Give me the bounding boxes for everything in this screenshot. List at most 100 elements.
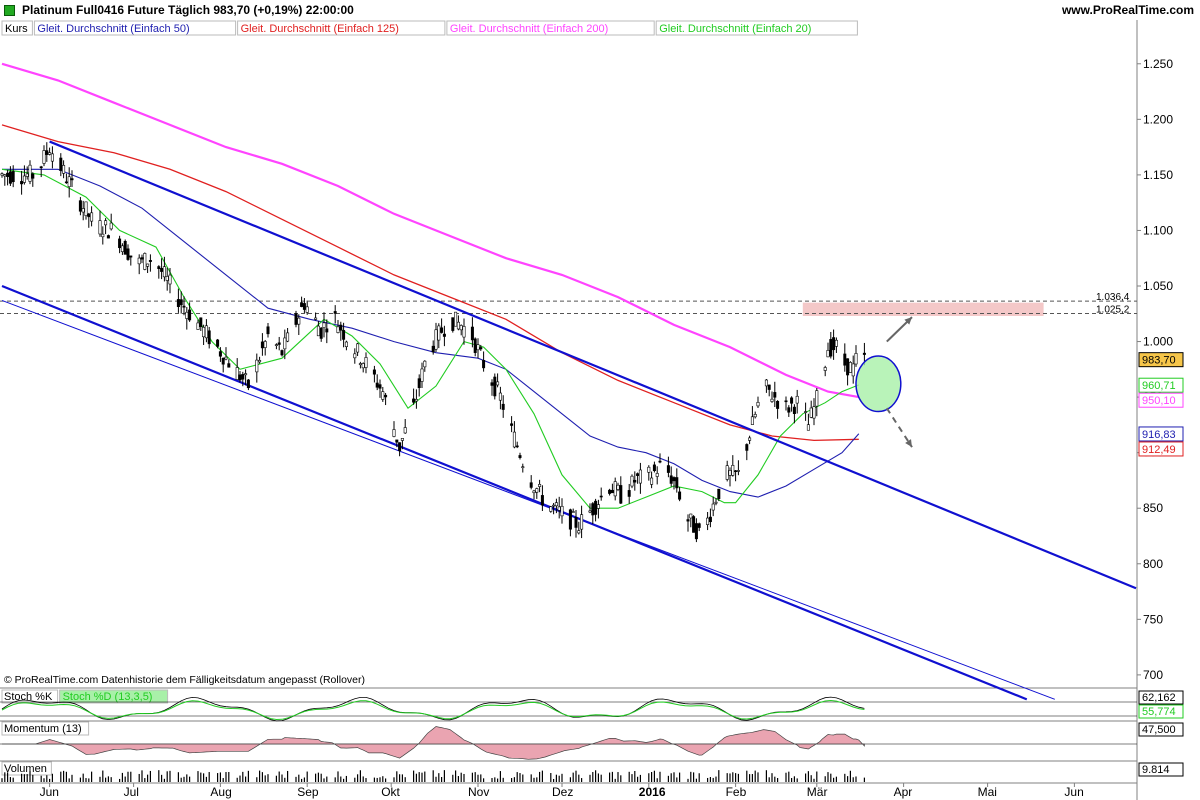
candle-body bbox=[182, 305, 186, 308]
legend-item[interactable] bbox=[237, 20, 446, 36]
candle-body bbox=[731, 465, 735, 476]
subpanel-value-box bbox=[1138, 690, 1184, 705]
candle-body bbox=[557, 506, 561, 511]
candle-body bbox=[280, 350, 284, 356]
candle-body bbox=[297, 317, 301, 325]
candle-body bbox=[476, 344, 480, 351]
legend-item[interactable] bbox=[446, 20, 655, 36]
candle-body bbox=[812, 406, 816, 419]
candle-body bbox=[518, 455, 522, 458]
candle-body bbox=[238, 374, 242, 381]
candle-body bbox=[442, 333, 446, 337]
last-value-label: 960,71 bbox=[1142, 380, 1176, 392]
candle-body bbox=[431, 345, 435, 353]
candle-body bbox=[451, 317, 455, 331]
x-tick-label: Dez bbox=[552, 785, 573, 799]
candle-body bbox=[854, 353, 858, 365]
y-tick-label: 1.050 bbox=[1143, 279, 1173, 293]
subpanel-value: 47,500 bbox=[1142, 724, 1176, 736]
candle-body bbox=[196, 322, 200, 330]
momentum-area bbox=[2, 726, 865, 760]
legend-item[interactable] bbox=[655, 20, 858, 36]
subpanel-value-box bbox=[1138, 722, 1184, 737]
candle-body bbox=[459, 325, 463, 331]
arrow-down-head bbox=[905, 439, 912, 448]
candle-body bbox=[560, 505, 564, 517]
candle-body bbox=[3, 174, 7, 177]
candle-body bbox=[538, 484, 542, 487]
price-chart[interactable]: 7007508008509009501.0001.0501.1001.1501.… bbox=[0, 20, 1200, 800]
candle-body bbox=[353, 353, 357, 359]
candle-body bbox=[50, 153, 54, 162]
x-tick-label: Okt bbox=[381, 785, 400, 799]
legend-item[interactable] bbox=[33, 20, 237, 36]
candle-body bbox=[627, 490, 631, 497]
candle-body bbox=[378, 384, 382, 389]
arrow-up-head bbox=[904, 317, 912, 325]
candle-body bbox=[848, 362, 852, 373]
candle-body bbox=[616, 484, 620, 490]
candle-body bbox=[283, 337, 287, 350]
candle-body bbox=[580, 514, 584, 530]
candle-body bbox=[300, 302, 304, 307]
candle-body bbox=[162, 266, 166, 278]
last-value-label: 983,70 bbox=[1142, 355, 1176, 367]
x-tick-label: Apr bbox=[894, 785, 913, 799]
level-label: 1.025,2 bbox=[1096, 305, 1130, 316]
candle-body bbox=[734, 470, 738, 472]
candle-body bbox=[456, 321, 460, 330]
candle-body bbox=[482, 359, 486, 369]
candle-body bbox=[498, 392, 502, 401]
instrument-title: Platinum Full0416 Future Täglich 983,70 … bbox=[22, 3, 354, 17]
x-tick-label: Feb bbox=[726, 785, 747, 799]
candle-body bbox=[395, 439, 399, 443]
subpanel-label: Volumen bbox=[4, 763, 47, 775]
candle-body bbox=[764, 379, 768, 387]
x-tick-label: Jun bbox=[40, 785, 59, 799]
candle-body bbox=[185, 311, 189, 319]
candle-body bbox=[302, 303, 306, 310]
candle-body bbox=[286, 332, 290, 342]
candle-body bbox=[728, 470, 732, 476]
candle-body bbox=[608, 489, 612, 494]
candle-body bbox=[319, 327, 323, 339]
candle-body bbox=[207, 330, 211, 345]
last-value-box bbox=[1138, 426, 1184, 442]
candle-body bbox=[59, 157, 63, 171]
candle-body bbox=[510, 423, 514, 426]
candle-body bbox=[479, 347, 483, 350]
y-tick-label: 1.000 bbox=[1143, 335, 1173, 349]
brand-link[interactable]: www.ProRealTime.com bbox=[1061, 3, 1194, 17]
candle-body bbox=[594, 500, 598, 515]
candle-body bbox=[98, 220, 102, 235]
subpanel-value: 62,162 bbox=[1142, 692, 1176, 704]
candle-body bbox=[258, 360, 262, 363]
candle-body bbox=[708, 516, 712, 523]
candle-body bbox=[630, 475, 634, 487]
y-tick-label: 800 bbox=[1143, 557, 1163, 571]
legend-label: Gleit. Durchschnitt (Einfach 125) bbox=[241, 23, 399, 35]
candle-body bbox=[403, 427, 407, 434]
candle-body bbox=[647, 466, 651, 473]
candle-body bbox=[342, 330, 346, 340]
legend-item[interactable] bbox=[1, 20, 33, 36]
candle-body bbox=[843, 353, 847, 366]
candle-body bbox=[512, 431, 516, 448]
candle-body bbox=[120, 245, 124, 252]
candle-body bbox=[398, 442, 402, 452]
stoch-d-line bbox=[1, 699, 865, 721]
candle-body bbox=[574, 517, 578, 528]
candle-body bbox=[235, 367, 239, 380]
candle-body bbox=[862, 352, 866, 355]
x-tick-label: Sep bbox=[297, 785, 319, 799]
candle-body bbox=[655, 473, 659, 477]
candle-body bbox=[440, 327, 444, 333]
candle-body bbox=[28, 164, 32, 182]
candle-body bbox=[770, 398, 774, 402]
candle-body bbox=[826, 350, 830, 358]
candle-body bbox=[316, 325, 320, 337]
candle-body bbox=[199, 317, 203, 327]
candle-body bbox=[0, 173, 4, 176]
candle-body bbox=[515, 445, 519, 448]
ma20-line bbox=[1, 168, 860, 509]
